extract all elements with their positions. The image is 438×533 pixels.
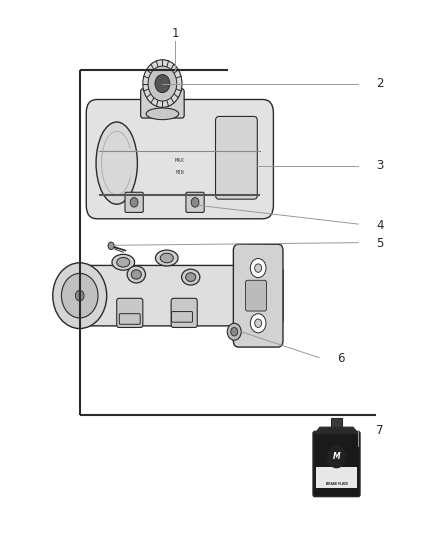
FancyBboxPatch shape — [171, 298, 197, 327]
Circle shape — [251, 314, 266, 333]
FancyBboxPatch shape — [215, 116, 257, 199]
Circle shape — [148, 66, 177, 101]
Circle shape — [227, 323, 241, 340]
FancyBboxPatch shape — [86, 100, 273, 219]
Ellipse shape — [96, 122, 138, 204]
Ellipse shape — [155, 250, 178, 266]
Ellipse shape — [160, 253, 173, 263]
FancyBboxPatch shape — [125, 192, 143, 213]
Text: 3: 3 — [376, 159, 384, 172]
Circle shape — [75, 290, 84, 301]
Circle shape — [61, 273, 98, 318]
FancyBboxPatch shape — [313, 431, 360, 497]
FancyBboxPatch shape — [141, 89, 184, 118]
Circle shape — [254, 264, 261, 272]
Text: 6: 6 — [337, 352, 345, 365]
Circle shape — [254, 319, 261, 327]
Text: 5: 5 — [376, 237, 384, 250]
Circle shape — [130, 198, 138, 207]
Text: 7: 7 — [376, 424, 384, 438]
FancyBboxPatch shape — [72, 265, 283, 326]
Ellipse shape — [186, 273, 196, 281]
Circle shape — [155, 75, 170, 93]
Bar — [317, 467, 357, 488]
FancyBboxPatch shape — [117, 298, 143, 327]
Circle shape — [53, 263, 107, 328]
FancyBboxPatch shape — [233, 244, 283, 347]
Ellipse shape — [117, 257, 130, 267]
Circle shape — [251, 259, 266, 278]
Circle shape — [108, 242, 114, 249]
Text: M: M — [333, 452, 340, 461]
Ellipse shape — [112, 254, 134, 270]
Ellipse shape — [182, 269, 200, 285]
Circle shape — [231, 327, 238, 336]
Ellipse shape — [127, 266, 145, 283]
Text: 1: 1 — [172, 27, 179, 39]
Circle shape — [327, 445, 346, 469]
Text: 2: 2 — [376, 77, 384, 90]
FancyBboxPatch shape — [186, 192, 204, 213]
FancyBboxPatch shape — [246, 280, 266, 311]
Text: MIN: MIN — [176, 169, 184, 175]
Ellipse shape — [131, 270, 141, 279]
FancyBboxPatch shape — [172, 312, 192, 322]
Circle shape — [191, 198, 199, 207]
Ellipse shape — [146, 108, 179, 119]
Text: BRAKE FLUID: BRAKE FLUID — [325, 482, 347, 487]
Polygon shape — [315, 427, 358, 433]
Text: 4: 4 — [376, 219, 384, 232]
Text: MAX: MAX — [175, 158, 185, 163]
Bar — [331, 418, 342, 427]
FancyBboxPatch shape — [119, 314, 140, 324]
Circle shape — [143, 60, 182, 108]
